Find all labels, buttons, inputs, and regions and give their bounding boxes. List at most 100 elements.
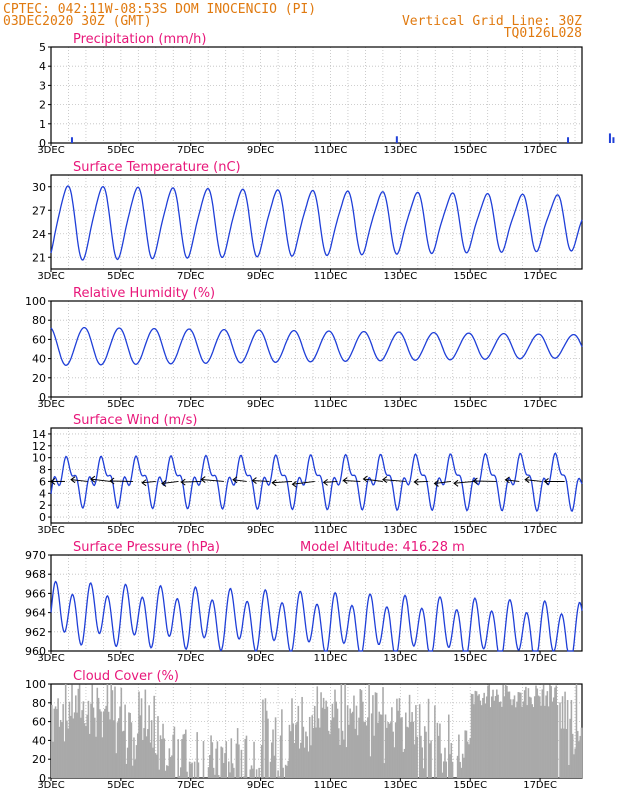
x-tick-label: 7DEC <box>177 653 204 664</box>
cloud-bar <box>362 701 364 778</box>
cloud-bar <box>163 738 166 778</box>
cloud-bar <box>322 697 325 778</box>
x-tick-label: 13DEC <box>383 780 417 791</box>
wind-arrow-head <box>342 477 348 484</box>
cloud-bar <box>566 700 569 778</box>
cloud-bar <box>311 715 314 778</box>
cloud-bar <box>459 761 461 778</box>
x-tick-label: 5DEC <box>107 525 134 536</box>
y-tick-label: 1 <box>39 118 46 131</box>
x-tick-label: 5DEC <box>107 145 134 156</box>
cloud-bar <box>120 687 123 778</box>
cloud-bar <box>75 695 77 778</box>
x-tick-label: 11DEC <box>314 653 348 664</box>
cloud-bar <box>150 720 153 778</box>
wind-arrow-head <box>433 480 439 487</box>
cloud-bar <box>308 716 311 778</box>
cloud-bar <box>460 767 463 778</box>
cloud-bar <box>167 766 169 778</box>
series-line <box>50 452 583 513</box>
cloud-bar <box>129 712 131 778</box>
cloud-bar <box>136 733 139 778</box>
cloud-bar <box>458 734 460 778</box>
cloud-bar <box>469 737 472 778</box>
cloud-bar <box>575 684 578 778</box>
cloud-bar <box>211 742 214 778</box>
cloud-bar <box>547 706 550 778</box>
cloud-bar <box>396 698 398 778</box>
x-tick-label: 13DEC <box>383 271 417 282</box>
cloud-bar <box>444 747 446 778</box>
cloud-bar <box>159 735 162 778</box>
cloud-bar <box>196 732 198 778</box>
cloud-bar <box>449 754 451 778</box>
cloud-bar <box>545 695 547 778</box>
cloud-bar <box>511 705 513 778</box>
panel-0: 0 1 2 3 4 5 3DEC 5DEC 7DEC 9DEC 11DEC 13DEC 15DEC 17D… <box>37 32 615 156</box>
x-tick-label: 11DEC <box>314 145 348 156</box>
cloud-bar <box>533 696 536 778</box>
cloud-bar <box>421 747 423 778</box>
cloud-bar <box>124 704 126 778</box>
precip-bar <box>395 136 398 143</box>
cloud-bar <box>131 765 134 778</box>
cloud-bar <box>332 717 335 778</box>
x-tick-label: 3DEC <box>37 145 64 156</box>
cloud-bar <box>392 731 394 778</box>
cloud-bar <box>497 694 499 778</box>
cloud-bar <box>91 684 94 778</box>
y-tick-label: 40 <box>32 353 46 366</box>
wind-arrow-head <box>382 476 388 483</box>
cloud-bar <box>302 726 305 778</box>
x-tick-label: 3DEC <box>37 780 64 791</box>
cloud-bar <box>374 692 377 778</box>
cloud-bar <box>397 710 399 778</box>
cloud-bar <box>58 726 61 778</box>
cloud-bar <box>153 695 155 778</box>
panel-2: 0 20 40 60 80 100 3DEC 5DEC 7DEC 9DEC 11DEC 13DEC 15… <box>25 286 583 410</box>
y-tick-label: 100 <box>25 295 46 308</box>
cloud-bar <box>140 698 143 778</box>
cloud-bar <box>365 725 368 778</box>
cloud-bar <box>504 684 507 778</box>
cloud-bar <box>559 702 561 778</box>
cloud-bar <box>339 745 341 778</box>
cloud-bar <box>489 707 492 778</box>
y-tick-label: 40 <box>32 734 46 747</box>
cloud-bar <box>478 694 480 778</box>
cloud-bar <box>437 735 440 778</box>
cloud-bar <box>284 764 287 778</box>
y-tick-label: 60 <box>32 716 46 729</box>
cloud-bar <box>76 712 78 778</box>
cloud-bar <box>186 771 188 778</box>
cloud-bar <box>68 701 71 778</box>
cloud-bar <box>269 761 272 778</box>
cloud-bar <box>353 695 355 778</box>
wind-arrow <box>323 480 338 483</box>
cloud-bar <box>343 739 345 778</box>
cloud-bar <box>479 700 482 778</box>
cloud-bar <box>579 735 582 778</box>
cloud-bar <box>320 692 322 778</box>
cloud-bar <box>81 710 83 778</box>
wind-arrow <box>343 480 361 482</box>
cloud-bar <box>166 765 168 778</box>
cloud-bar <box>101 737 104 778</box>
cloud-bar <box>379 714 382 778</box>
cloud-bar <box>225 741 228 778</box>
cloud-bar <box>450 742 453 778</box>
cloud-bar <box>300 742 302 778</box>
cloud-bar <box>494 696 497 778</box>
cloud-bar <box>401 717 403 778</box>
cloud-bar <box>516 701 518 778</box>
cloud-bar <box>83 723 86 778</box>
cloud-bar <box>344 684 346 778</box>
cloud-bar <box>356 735 359 778</box>
cloud-bar <box>104 708 106 778</box>
cloud-bar <box>116 722 119 778</box>
cloud-bar <box>145 736 148 778</box>
x-tick-label: 17DEC <box>523 780 557 791</box>
y-tick-label: 3 <box>39 79 46 92</box>
cloud-bar <box>185 729 187 778</box>
x-tick-label: 5DEC <box>107 653 134 664</box>
